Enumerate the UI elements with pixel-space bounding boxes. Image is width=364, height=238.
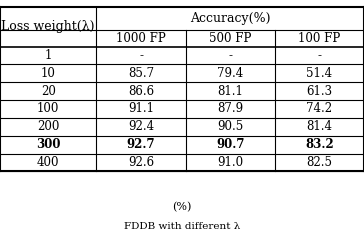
Text: 90.7: 90.7	[216, 138, 245, 151]
Text: 500 FP: 500 FP	[209, 32, 252, 45]
Text: 61.3: 61.3	[306, 85, 332, 98]
Text: 83.2: 83.2	[305, 138, 334, 151]
Text: 92.4: 92.4	[128, 120, 154, 133]
Text: 10: 10	[41, 67, 56, 80]
Text: 92.6: 92.6	[128, 156, 154, 169]
Text: -: -	[139, 49, 143, 62]
Text: Accuracy(%): Accuracy(%)	[190, 12, 270, 25]
Text: -: -	[228, 49, 232, 62]
Text: FDDB with different λ: FDDB with different λ	[124, 222, 240, 231]
Text: 87.9: 87.9	[217, 102, 243, 115]
Text: Loss weight(λ): Loss weight(λ)	[1, 20, 95, 33]
Text: 300: 300	[36, 138, 60, 151]
Text: (%): (%)	[172, 202, 192, 212]
Text: 100 FP: 100 FP	[298, 32, 341, 45]
Text: 20: 20	[41, 85, 56, 98]
Text: 200: 200	[37, 120, 59, 133]
Text: -: -	[317, 49, 321, 62]
Text: 92.7: 92.7	[127, 138, 155, 151]
Text: 91.0: 91.0	[217, 156, 243, 169]
Text: 81.4: 81.4	[306, 120, 332, 133]
Text: 85.7: 85.7	[128, 67, 154, 80]
Text: 1: 1	[44, 49, 52, 62]
Text: 90.5: 90.5	[217, 120, 244, 133]
Text: 79.4: 79.4	[217, 67, 244, 80]
Text: 51.4: 51.4	[306, 67, 332, 80]
Text: 1000 FP: 1000 FP	[116, 32, 166, 45]
Text: 86.6: 86.6	[128, 85, 154, 98]
Text: 74.2: 74.2	[306, 102, 332, 115]
Text: 81.1: 81.1	[217, 85, 243, 98]
Text: 82.5: 82.5	[306, 156, 332, 169]
Text: 100: 100	[37, 102, 59, 115]
Text: 91.1: 91.1	[128, 102, 154, 115]
Text: 400: 400	[37, 156, 59, 169]
